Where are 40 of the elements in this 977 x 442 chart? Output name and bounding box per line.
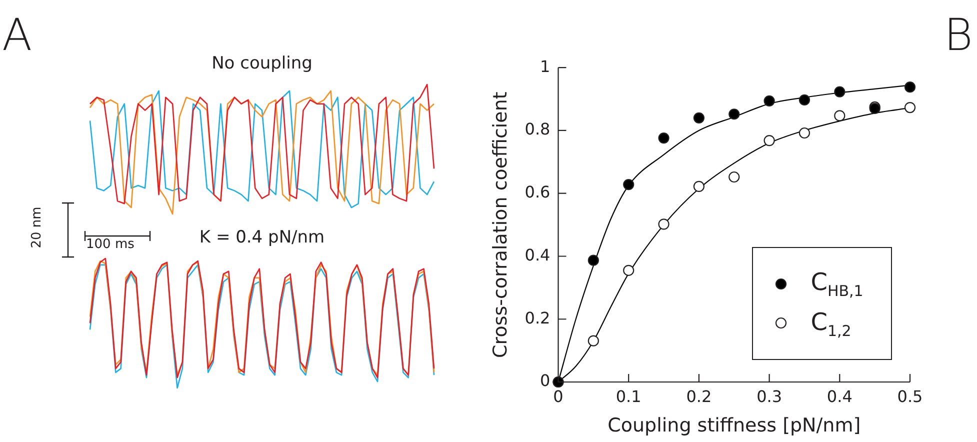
x-axis-title: Coupling stiffness [pN/nm] — [608, 414, 861, 437]
point — [904, 102, 916, 114]
text: 100 ms — [86, 237, 134, 252]
y-tick-label: 0.2 — [524, 308, 550, 328]
y-tick-label: 0.4 — [524, 245, 550, 264]
y-tick-label: 0.6 — [524, 182, 550, 202]
legend-label: C$_{1,2}$ — [810, 308, 852, 340]
point — [658, 218, 670, 230]
text: 20 nm — [29, 206, 44, 248]
point — [588, 335, 599, 346]
x-tick-label: 0.3 — [756, 386, 782, 406]
point — [728, 171, 740, 183]
y-axis-title: Cross-corralation coefficient — [489, 92, 512, 358]
point — [588, 254, 599, 266]
chart-title: K = 0.4 pN/nm — [199, 228, 325, 248]
point — [728, 108, 740, 120]
point — [904, 82, 916, 93]
point — [764, 95, 775, 106]
point — [658, 132, 670, 144]
x-tick-label: 0.4 — [826, 386, 852, 406]
x-tick-label: 0.2 — [686, 386, 712, 406]
y-tick-label: 1 — [540, 56, 550, 76]
point — [834, 86, 846, 98]
point — [834, 110, 846, 122]
point — [798, 127, 810, 139]
chart-title: No coupling — [212, 54, 312, 74]
point — [764, 134, 775, 146]
point — [623, 264, 634, 276]
legend-label: C$_{HB,1}$ — [810, 268, 864, 300]
x-tick-label: 0.5 — [897, 386, 923, 406]
text: B — [944, 10, 973, 61]
y-tick-label: 0 — [540, 371, 550, 390]
point — [693, 112, 704, 124]
point — [693, 180, 704, 192]
y-tick-label: 0.8 — [524, 120, 550, 139]
x-tick-label: 0 — [553, 386, 564, 406]
point — [623, 179, 634, 190]
text: A — [2, 10, 32, 61]
point — [798, 94, 810, 106]
x-tick-label: 0.1 — [616, 386, 642, 406]
